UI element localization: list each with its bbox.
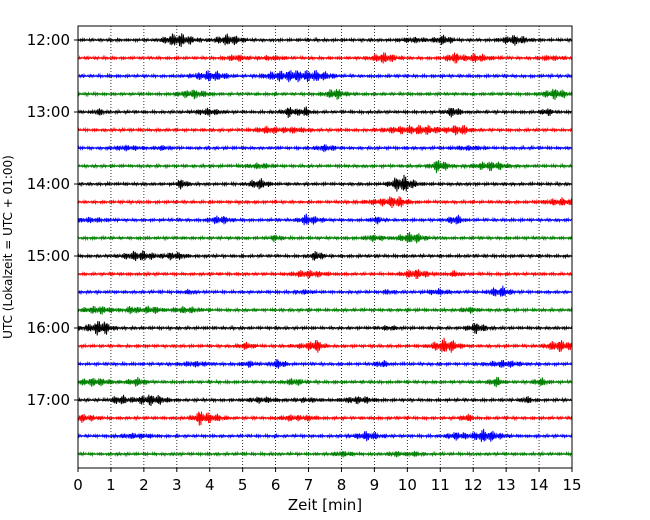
x-tick-label: 5	[238, 476, 248, 494]
seismogram-trace	[77, 196, 573, 209]
seismogram-trace	[77, 376, 573, 388]
seismogram-trace	[77, 285, 573, 297]
y-tick-label: 12:00	[27, 31, 70, 49]
seismogram-trace	[77, 124, 573, 136]
seismogram-trace	[77, 69, 573, 83]
x-tick-label: 12	[464, 476, 483, 494]
seismogram-trace	[77, 411, 573, 426]
x-tick-label: 3	[172, 476, 182, 494]
y-tick-label: 17:00	[27, 391, 70, 409]
plot-frame	[77, 25, 573, 469]
x-tick-label: 4	[205, 476, 215, 494]
x-tick-label: 15	[562, 476, 581, 494]
seismogram-trace	[77, 305, 573, 315]
seismogram-trace	[77, 213, 573, 226]
seismogram-trace	[77, 428, 573, 442]
seismogram-traces	[77, 33, 573, 458]
x-tick-label: 6	[271, 476, 281, 494]
seismogram-trace	[77, 269, 573, 280]
x-tick-label: 13	[497, 476, 516, 494]
seismogram-trace	[77, 320, 573, 336]
seismogram-trace	[77, 174, 573, 192]
seismogram-trace	[77, 88, 573, 100]
y-tick-label: 16:00	[27, 319, 70, 337]
seismogram-trace	[77, 52, 573, 64]
x-axis-label: Zeit [min]	[288, 496, 362, 514]
seismogram-trace	[77, 231, 573, 244]
x-tick-label: 9	[370, 476, 380, 494]
y-tick-label: 14:00	[27, 175, 70, 193]
seismogram-trace	[77, 250, 573, 261]
x-tick-label: 7	[304, 476, 314, 494]
y-axis-label: UTC (Lokalzeit = UTC + 01:00)	[1, 155, 15, 339]
x-tick-label: 11	[431, 476, 450, 494]
seismogram-trace	[77, 144, 573, 153]
x-tick-label: 2	[139, 476, 149, 494]
seismogram-trace	[77, 450, 573, 458]
seismogram-trace	[77, 106, 573, 118]
y-axis-ticks: 12:00 13:00 14:00 15:00 16:00 17:00	[27, 31, 78, 409]
x-tick-label: 8	[337, 476, 347, 494]
seismogram-trace	[77, 160, 573, 174]
seismogram-trace	[77, 359, 573, 369]
x-axis-ticks: 0 1 2 3 4 5 6 7 8 9 10 11 12 13 14 15	[73, 468, 582, 494]
x-tick-label: 14	[530, 476, 549, 494]
x-tick-label: 1	[106, 476, 116, 494]
seismogram-trace	[77, 33, 573, 47]
y-tick-label: 15:00	[27, 247, 70, 265]
seismogram-trace	[77, 337, 573, 353]
y-tick-label: 13:00	[27, 103, 70, 121]
seismogram-trace	[77, 394, 573, 406]
x-tick-label: 0	[73, 476, 83, 494]
x-tick-label: 10	[398, 476, 417, 494]
